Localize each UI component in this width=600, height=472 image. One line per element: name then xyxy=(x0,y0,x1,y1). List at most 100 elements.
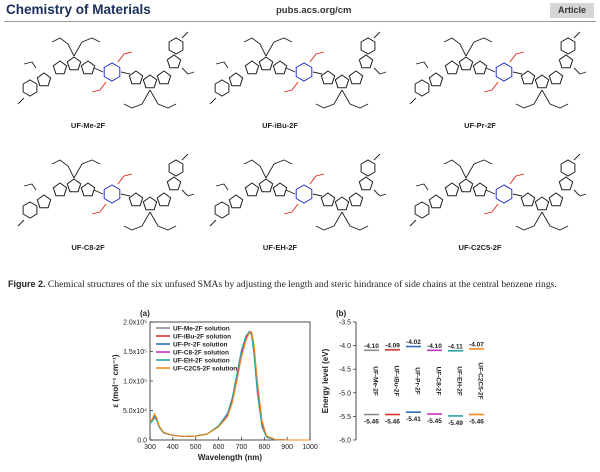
cyano-left xyxy=(215,183,229,191)
category-label: UF-iBu-2F xyxy=(393,365,400,396)
cyano-right xyxy=(181,67,195,75)
cyano-right xyxy=(181,189,195,197)
y-tick-label: -6.0 xyxy=(339,438,351,445)
end-group-benzene-left xyxy=(22,79,38,97)
thiophene-2 xyxy=(458,178,474,193)
homo-label: -5.49 xyxy=(448,420,463,427)
end-group-pentagon-left xyxy=(228,194,244,209)
cyano-right xyxy=(573,189,587,197)
alkyl-right-b xyxy=(149,211,177,231)
substituent-upper xyxy=(509,173,525,185)
alkyl-left-a xyxy=(243,159,267,179)
fluorine-right xyxy=(573,31,581,39)
category-label: UF-Me-2F xyxy=(372,366,379,396)
substituent-upper xyxy=(309,51,325,63)
molecule-label: UF-C2C5-2F xyxy=(459,243,502,252)
substituent-upper xyxy=(509,51,525,63)
thiophene-3 xyxy=(472,60,488,75)
alkyl-right-a xyxy=(315,89,343,109)
x-tick-label: 700 xyxy=(236,444,248,451)
end-group-pentagon-right xyxy=(358,54,374,69)
thiophene-2 xyxy=(458,56,474,71)
thiophene-3 xyxy=(272,60,288,75)
molecule-label: UF-C8-2F xyxy=(71,243,105,252)
end-group-benzene-right xyxy=(168,37,184,55)
series-line xyxy=(149,331,310,441)
molecule-label: UF-EH-2F xyxy=(263,243,298,252)
x-tick-label: 400 xyxy=(167,444,179,451)
alkyl-right-a xyxy=(515,211,543,231)
x-tick-label: 1000 xyxy=(302,444,318,451)
category-label: UF-Pr-2F xyxy=(414,367,421,394)
end-group-benzene-left xyxy=(22,201,38,219)
alkyl-right-a xyxy=(515,89,543,109)
legend-entry: UF-Me-2F solution xyxy=(173,325,230,332)
molecule-1: UF-iBu-2F xyxy=(209,31,387,130)
x-tick-label: 800 xyxy=(258,444,270,451)
fluorine-right xyxy=(573,153,581,161)
thiophene-6 xyxy=(548,192,564,207)
lumo-label: -4.11 xyxy=(448,343,463,350)
alkyl-left-b xyxy=(465,37,493,57)
y-axis-label: ε (mol⁻¹ cm⁻¹) xyxy=(111,354,120,407)
legend-entry: UF-EH-2F solution xyxy=(173,357,230,364)
alkyl-left-b xyxy=(73,159,101,179)
thiophene-1 xyxy=(244,182,260,197)
substituent-upper xyxy=(117,173,133,185)
cyano-left xyxy=(215,61,229,69)
y-tick-label: -3.5 xyxy=(339,320,351,327)
cyano-left xyxy=(415,183,429,191)
y-tick-label: -4.0 xyxy=(339,343,351,350)
end-group-benzene-left xyxy=(414,201,430,219)
fluorine-left xyxy=(17,219,25,227)
thiophene-5 xyxy=(334,74,350,89)
end-group-benzene-right xyxy=(560,37,576,55)
legend-entry: UF-C2C5-2F solution xyxy=(173,365,237,372)
thiophene-4 xyxy=(320,70,336,85)
central-benzene xyxy=(103,62,121,82)
end-group-pentagon-left xyxy=(36,72,52,87)
x-tick-label: 900 xyxy=(281,444,293,451)
bond-right xyxy=(120,71,131,75)
thiophene-6 xyxy=(348,192,364,207)
journal-url[interactable]: pubs.acs.org/cm xyxy=(276,5,352,16)
end-group-pentagon-left xyxy=(228,72,244,87)
end-group-pentagon-right xyxy=(166,176,182,191)
category-label: UF-C8-2F xyxy=(435,367,442,396)
alkyl-left-b xyxy=(73,37,101,57)
legend-entry: UF-C8-2F solution xyxy=(173,349,229,356)
bond-left xyxy=(93,189,104,195)
thiophene-4 xyxy=(520,192,536,207)
end-group-pentagon-right xyxy=(558,54,574,69)
thiophene-5 xyxy=(142,196,158,211)
x-tick-label: 600 xyxy=(213,444,225,451)
bond-right xyxy=(512,71,523,75)
substituent-lower xyxy=(483,203,499,215)
alkyl-left-a xyxy=(51,159,75,179)
molecule-3: UF-C8-2F xyxy=(17,153,195,252)
series-line xyxy=(149,330,310,441)
figure-caption-label: Figure 2. xyxy=(8,279,46,289)
molecule-label: UF-Me-2F xyxy=(71,121,106,130)
lumo-label: -4.09 xyxy=(385,342,400,349)
end-group-benzene-right xyxy=(168,159,184,177)
cyano-right xyxy=(573,67,587,75)
central-benzene xyxy=(103,184,121,204)
series-line xyxy=(149,330,310,441)
end-group-pentagon-right xyxy=(558,176,574,191)
y-tick-label: 1.0x10⁵ xyxy=(123,379,147,386)
alkyl-right-b xyxy=(341,211,369,231)
thiophene-4 xyxy=(320,192,336,207)
y-tick-label: 5.0x10⁴ xyxy=(123,408,147,415)
thiophene-6 xyxy=(548,70,564,85)
series-line xyxy=(149,331,310,441)
y-tick-label: 0.0 xyxy=(137,438,147,445)
thiophene-2 xyxy=(258,56,274,71)
homo-label: -5.41 xyxy=(406,416,421,423)
cyano-right xyxy=(373,67,387,75)
thiophene-2 xyxy=(258,178,274,193)
x-tick-label: 500 xyxy=(190,444,202,451)
thiophene-6 xyxy=(348,70,364,85)
alkyl-right-b xyxy=(541,211,569,231)
homo-label: -5.46 xyxy=(385,419,400,426)
